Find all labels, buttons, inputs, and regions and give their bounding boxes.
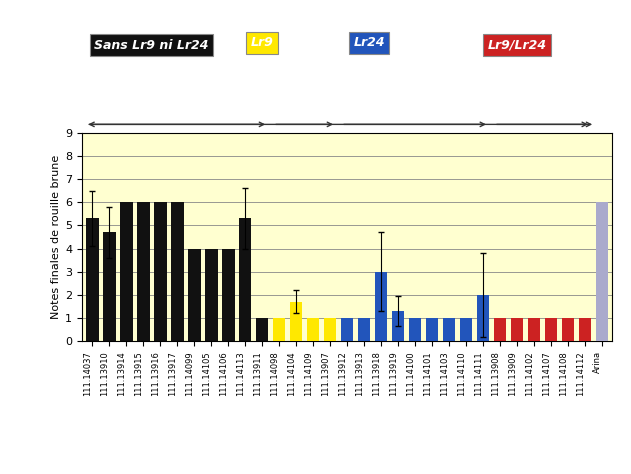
Bar	[579, 318, 591, 341]
Bar	[409, 318, 422, 341]
Bar	[562, 318, 574, 341]
Y-axis label: Notes finales de rouille brune: Notes finales de rouille brune	[51, 155, 61, 319]
Bar	[528, 318, 540, 341]
Bar	[341, 318, 353, 341]
Text: Lr9: Lr9	[251, 36, 273, 49]
Bar	[256, 318, 268, 341]
Bar	[324, 318, 336, 341]
Bar	[510, 318, 523, 341]
Bar	[171, 202, 184, 341]
Bar	[426, 318, 439, 341]
Bar	[137, 202, 150, 341]
Bar	[442, 318, 456, 341]
Bar	[154, 202, 167, 341]
Bar	[188, 248, 201, 341]
Bar	[205, 248, 218, 341]
Bar	[120, 202, 133, 341]
Text: Lr9/Lr24: Lr9/Lr24	[488, 38, 547, 52]
Text: Sans Lr9 ni Lr24: Sans Lr9 ni Lr24	[94, 38, 209, 52]
Bar	[476, 295, 489, 341]
Bar	[103, 232, 115, 341]
Bar	[307, 318, 319, 341]
Text: Lr24: Lr24	[353, 36, 385, 49]
Bar	[493, 318, 506, 341]
Bar	[545, 318, 557, 341]
Bar	[86, 219, 98, 341]
Bar	[290, 302, 302, 341]
Bar	[358, 318, 370, 341]
Bar	[596, 202, 608, 341]
Bar	[375, 272, 387, 341]
Bar	[392, 311, 404, 341]
Bar	[459, 318, 473, 341]
Bar	[273, 318, 285, 341]
Bar	[221, 248, 235, 341]
Bar	[239, 219, 252, 341]
